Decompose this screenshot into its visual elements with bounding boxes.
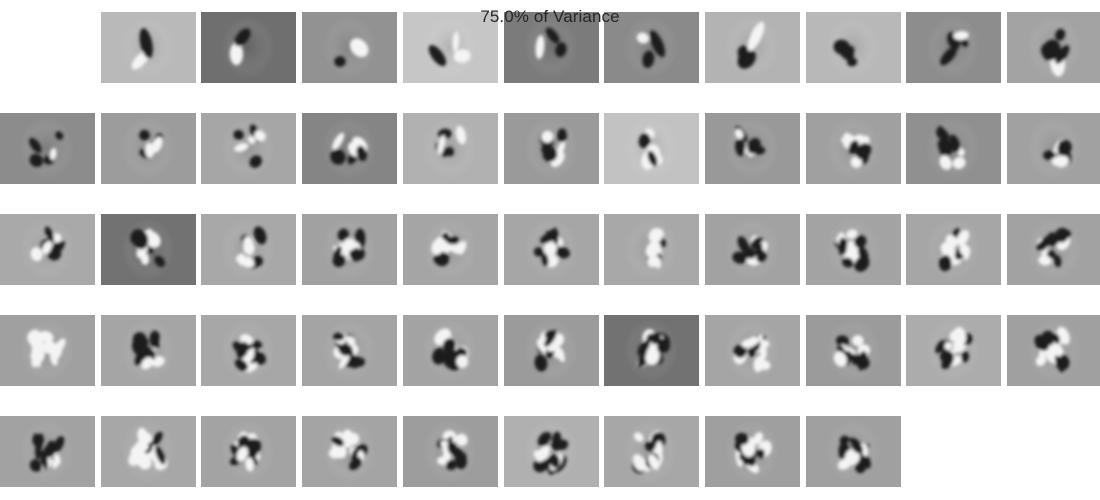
- component-image: [101, 12, 196, 83]
- component-image: [0, 315, 95, 386]
- component-image: [604, 113, 699, 184]
- component-image: [806, 113, 901, 184]
- component-image: [302, 113, 397, 184]
- component-image: [604, 214, 699, 285]
- component-image: [504, 416, 599, 487]
- component-image: [0, 113, 95, 184]
- component-image: [302, 416, 397, 487]
- component-image: [302, 214, 397, 285]
- component-image: [906, 214, 1001, 285]
- component-image: [101, 315, 196, 386]
- component-image: [101, 113, 196, 184]
- component-image: [806, 12, 901, 83]
- component-image: [101, 416, 196, 487]
- component-image: [201, 12, 296, 83]
- component-image: [705, 113, 800, 184]
- component-image: [201, 315, 296, 386]
- component-image: [806, 416, 901, 487]
- component-image: [1007, 12, 1100, 83]
- component-image: [504, 113, 599, 184]
- component-image: [0, 214, 95, 285]
- figure-title: 75.0% of Variance: [480, 7, 620, 26]
- component-image: [604, 12, 699, 83]
- component-image: [604, 416, 699, 487]
- component-image: [806, 214, 901, 285]
- component-image: [504, 315, 599, 386]
- component-image: [504, 214, 599, 285]
- component-image: [302, 12, 397, 83]
- component-image: [806, 315, 901, 386]
- component-image: [403, 416, 498, 487]
- component-image: [705, 315, 800, 386]
- component-image: [201, 416, 296, 487]
- component-image: [906, 315, 1001, 386]
- component-image: [403, 214, 498, 285]
- component-image: [705, 416, 800, 487]
- component-image: [101, 214, 196, 285]
- component-image: [403, 315, 498, 386]
- component-image: [302, 315, 397, 386]
- component-image: [705, 214, 800, 285]
- component-image: [504, 12, 599, 83]
- component-image: [0, 416, 95, 487]
- component-image: [705, 12, 800, 83]
- component-image: [1007, 315, 1100, 386]
- component-image: [604, 315, 699, 386]
- component-image: [201, 214, 296, 285]
- component-image: [906, 113, 1001, 184]
- component-image: [1007, 214, 1100, 285]
- component-image: [403, 113, 498, 184]
- component-image: [1007, 113, 1100, 184]
- component-image: [201, 113, 296, 184]
- component-image: [906, 12, 1001, 83]
- component-image: [403, 12, 498, 83]
